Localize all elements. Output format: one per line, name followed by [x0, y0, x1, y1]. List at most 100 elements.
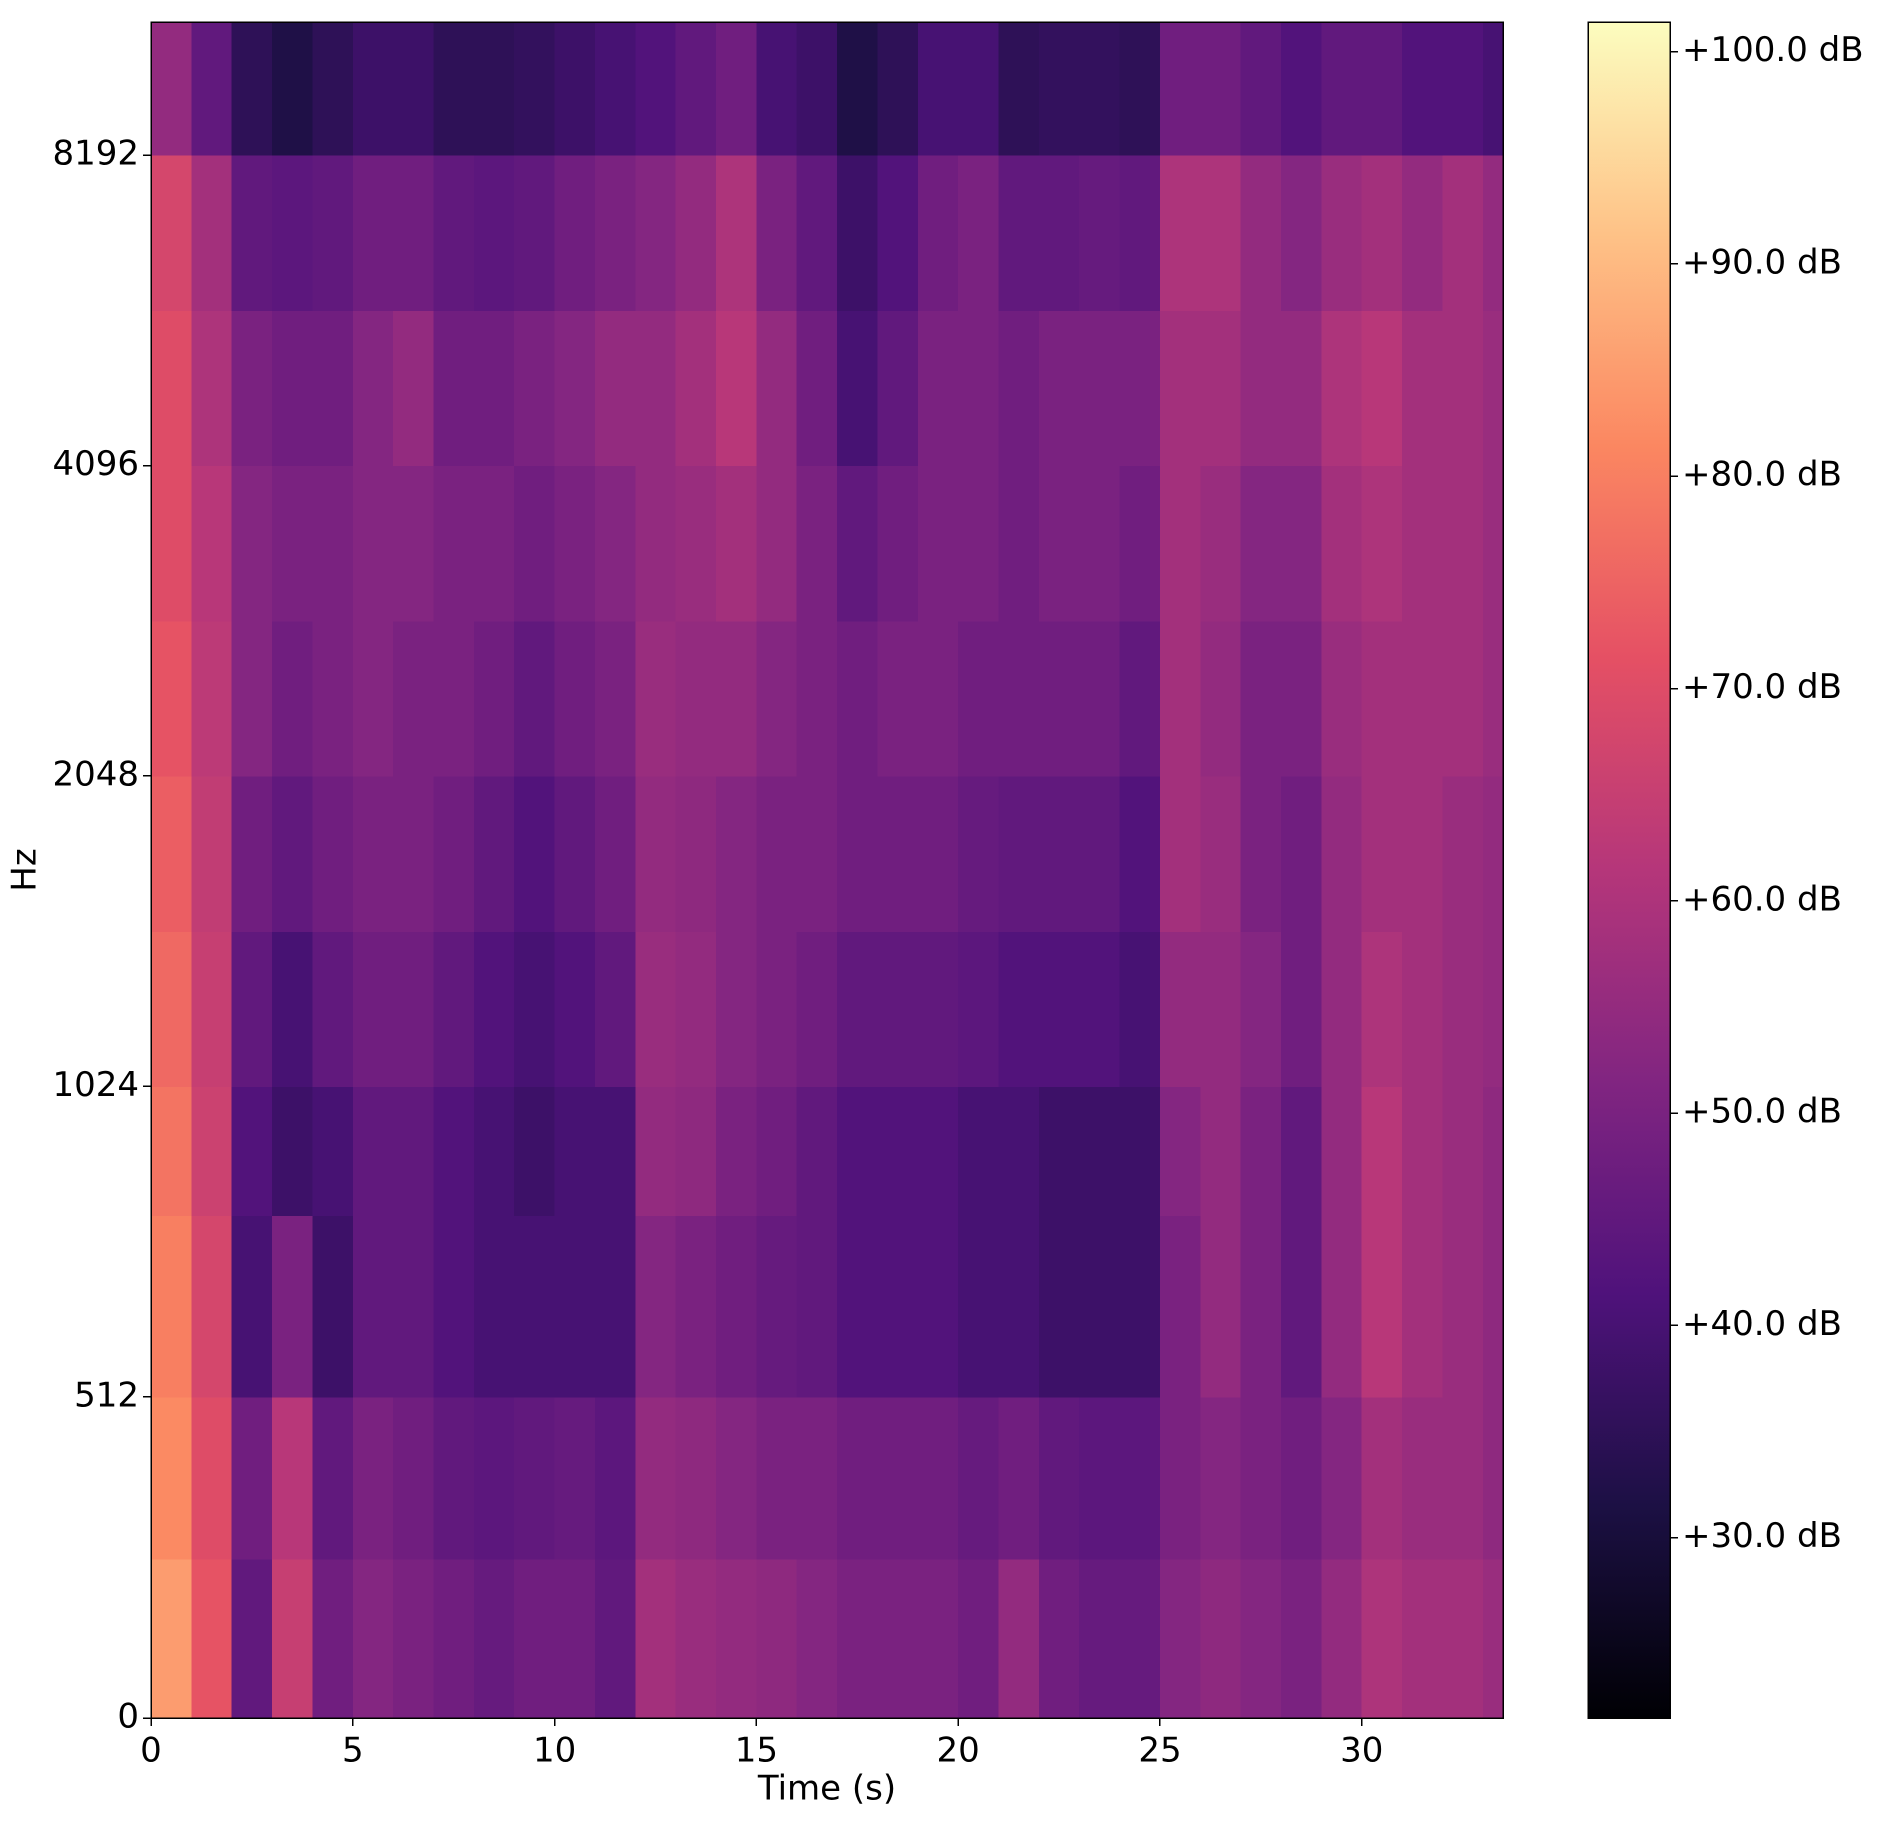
cell	[1482, 1396, 1504, 1560]
colorbar-tick-label: +90.0 dB	[1682, 242, 1842, 282]
cell	[554, 775, 596, 932]
cell	[675, 310, 717, 467]
cell	[917, 931, 959, 1088]
cell	[473, 22, 515, 156]
cell	[554, 620, 596, 777]
cell	[312, 1215, 354, 1398]
cell	[756, 465, 798, 622]
cell	[1482, 465, 1504, 622]
cell	[352, 310, 394, 467]
cell	[1321, 620, 1363, 777]
cell	[958, 620, 1000, 777]
cell	[958, 775, 1000, 932]
cell	[917, 620, 959, 777]
cell	[1402, 22, 1444, 156]
cell	[1159, 620, 1201, 777]
cell	[675, 1215, 717, 1398]
cell	[1402, 1215, 1444, 1398]
cell	[1079, 931, 1121, 1088]
cell	[594, 465, 636, 622]
cell	[1200, 310, 1242, 467]
x-axis-label: Time (s)	[757, 1769, 896, 1809]
cell	[151, 310, 192, 467]
cell	[272, 775, 314, 932]
cell	[1240, 1215, 1282, 1398]
cell	[352, 22, 394, 156]
cell	[675, 931, 717, 1088]
cell	[675, 1086, 717, 1216]
cell	[272, 1086, 314, 1216]
cell	[191, 931, 233, 1088]
cell	[958, 310, 1000, 467]
cell	[1038, 1559, 1080, 1719]
cell	[1442, 1086, 1484, 1216]
cell	[312, 310, 354, 467]
cell	[151, 1396, 192, 1560]
cell	[998, 1559, 1040, 1719]
cell	[716, 1215, 757, 1398]
cell	[1361, 620, 1403, 777]
cell	[1482, 1086, 1504, 1216]
cell	[1361, 1086, 1403, 1216]
cell	[1281, 775, 1322, 932]
cell	[1079, 1396, 1121, 1560]
cell	[1281, 1396, 1322, 1560]
cell	[998, 22, 1040, 156]
cell	[998, 465, 1040, 622]
cell	[1442, 465, 1484, 622]
cell	[1038, 620, 1080, 777]
cell	[352, 620, 394, 777]
cell	[1321, 1559, 1363, 1719]
cell	[1442, 931, 1484, 1088]
cell	[312, 1086, 354, 1216]
cell	[312, 155, 354, 311]
colorbar-tick-label: +40.0 dB	[1682, 1304, 1842, 1344]
cell	[231, 465, 273, 622]
cell	[1119, 1396, 1161, 1560]
cell	[796, 155, 838, 311]
cell	[514, 775, 556, 932]
cell	[151, 1215, 192, 1398]
cell	[1361, 1215, 1403, 1398]
cell	[1038, 931, 1080, 1088]
cell	[716, 775, 757, 932]
cell	[1281, 310, 1322, 467]
cell	[231, 931, 273, 1088]
cell	[1038, 1396, 1080, 1560]
cell	[1240, 931, 1282, 1088]
cell	[151, 1086, 192, 1216]
cell	[958, 465, 1000, 622]
cell	[554, 931, 596, 1088]
y-tick-label: 2048	[52, 754, 139, 794]
cell	[958, 1086, 1000, 1216]
cell	[1482, 310, 1504, 467]
cell	[272, 465, 314, 622]
cell	[877, 620, 919, 777]
cell	[393, 931, 435, 1088]
cell	[1079, 22, 1121, 156]
cell	[1159, 775, 1201, 932]
cell	[756, 310, 798, 467]
cell	[1119, 155, 1161, 311]
cell	[1038, 465, 1080, 622]
cell	[231, 1559, 273, 1719]
y-tick-label: 1024	[52, 1065, 139, 1105]
cell	[1038, 22, 1080, 156]
cell	[1321, 465, 1363, 622]
cell	[352, 931, 394, 1088]
cell	[1038, 310, 1080, 467]
y-axis-label: Hz	[5, 848, 45, 891]
cell	[1119, 1215, 1161, 1398]
cell	[514, 1086, 556, 1216]
cell	[473, 620, 515, 777]
colorbar-tick-label: +80.0 dB	[1682, 455, 1842, 495]
cell	[151, 620, 192, 777]
cell	[1361, 465, 1403, 622]
colorbar	[1587, 21, 1671, 1719]
x-tick-label: 10	[533, 1731, 576, 1771]
cell	[1281, 1559, 1322, 1719]
cell	[796, 310, 838, 467]
cell	[837, 22, 879, 156]
cell	[231, 22, 273, 156]
cell	[1079, 155, 1121, 311]
